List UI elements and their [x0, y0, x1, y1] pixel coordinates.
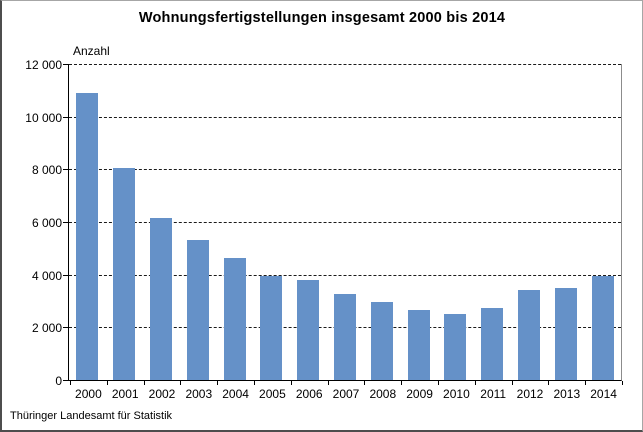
x-tick-label-2000: 2000 — [75, 387, 102, 401]
x-axis-tick — [217, 381, 219, 385]
x-tick-label-2009: 2009 — [406, 387, 433, 401]
y-tick-label: 0 — [55, 374, 62, 388]
x-tick-label-2005: 2005 — [259, 387, 286, 401]
bar-2010 — [444, 314, 467, 380]
x-tick-label-2003: 2003 — [185, 387, 213, 401]
x-axis-tick — [254, 381, 255, 385]
x-tick-label-2002: 2002 — [148, 387, 176, 401]
chart-title: Wohnungsfertigstellungen insgesamt 2000 … — [138, 10, 506, 26]
bar-2003 — [186, 240, 209, 380]
gridline-10000 — [69, 116, 621, 118]
x-axis-tick — [364, 381, 366, 385]
y-tick-label: 6 000 — [31, 216, 62, 230]
x-axis-tick — [143, 381, 145, 385]
x-tick-label-2004: 2004 — [222, 387, 249, 401]
plot-area — [68, 64, 622, 381]
y-axis-tick — [63, 274, 68, 276]
bar-2001 — [113, 168, 136, 380]
bar-2000 — [76, 92, 99, 380]
bar-2008 — [370, 302, 393, 380]
y-axis-tick — [63, 380, 68, 381]
bar-2012 — [518, 290, 540, 380]
y-tick-label: 4 000 — [31, 268, 62, 283]
x-axis-tick — [548, 381, 550, 385]
gridline-4000 — [69, 274, 621, 276]
gridline-12000 — [69, 64, 621, 65]
source-caption: Thüringer Landesamt für Statistik — [10, 410, 173, 422]
x-axis-tick — [327, 381, 329, 385]
x-axis-tick — [70, 381, 71, 385]
bar-2007 — [334, 294, 356, 380]
bar-2013 — [554, 287, 577, 380]
bar-2014 — [591, 275, 614, 380]
bar-2011 — [481, 307, 504, 380]
bar-2009 — [407, 310, 430, 380]
x-tick-label-2001: 2001 — [111, 387, 139, 401]
x-axis-tick — [585, 381, 587, 385]
y-tick-label: 2 000 — [31, 321, 62, 336]
bar-2006 — [297, 279, 320, 380]
y-axis-tick — [63, 327, 68, 329]
y-axis-tick — [63, 169, 68, 171]
x-axis-tick — [511, 381, 513, 385]
x-axis-tick — [180, 381, 182, 385]
bar-2002 — [150, 218, 172, 380]
y-tick-label: 12 000 — [25, 58, 62, 72]
y-axis-tick — [63, 64, 68, 65]
x-axis-tick — [290, 381, 292, 385]
x-tick-label-2013: 2013 — [553, 387, 581, 401]
x-tick-label-2007: 2007 — [332, 387, 360, 401]
x-tick-label-2014: 2014 — [590, 387, 617, 401]
x-tick-label-2006: 2006 — [295, 387, 323, 401]
y-axis-unit-label: Anzahl — [73, 44, 110, 58]
x-axis-tick — [106, 381, 108, 385]
bar-2004 — [223, 257, 246, 380]
gridline-8000 — [69, 169, 621, 171]
y-tick-label: 10 000 — [25, 110, 62, 125]
x-axis-tick — [474, 381, 476, 385]
gridline-6000 — [69, 222, 621, 223]
x-axis-tick — [622, 381, 623, 385]
x-axis-tick — [438, 381, 439, 385]
x-axis-tick — [401, 381, 403, 385]
x-tick-label-2012: 2012 — [516, 387, 544, 401]
bar-2005 — [260, 275, 283, 380]
y-tick-label: 8 000 — [31, 163, 62, 178]
x-tick-label-2011: 2011 — [480, 387, 507, 401]
y-axis-tick — [63, 222, 68, 223]
y-axis-tick — [63, 116, 68, 118]
x-tick-label-2010: 2010 — [443, 387, 470, 401]
x-tick-label-2008: 2008 — [369, 387, 397, 401]
